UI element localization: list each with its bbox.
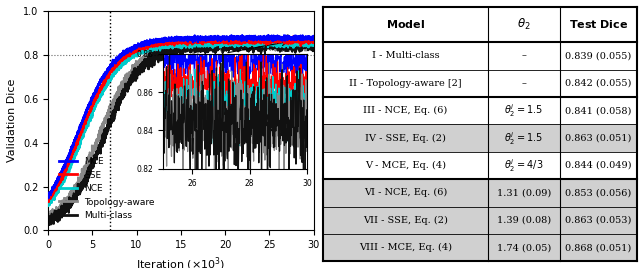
Text: I - Multi-class: I - Multi-class [372, 51, 439, 60]
Text: IV - SSE, Eq. (2): IV - SSE, Eq. (2) [365, 133, 446, 143]
Text: 0.868 (0.051): 0.868 (0.051) [565, 243, 632, 252]
Text: 0.841 (0.058): 0.841 (0.058) [565, 106, 632, 115]
Text: $\boldsymbol{\theta_2}$: $\boldsymbol{\theta_2}$ [517, 17, 531, 32]
Text: $\mathbf{Test\ Dice}$: $\mathbf{Test\ Dice}$ [569, 18, 628, 31]
Y-axis label: Validation Dice: Validation Dice [7, 79, 17, 162]
Bar [323, 179, 637, 207]
Bar [323, 207, 637, 234]
Text: –: – [522, 51, 526, 60]
Text: III - NCE, Eq. (6): III - NCE, Eq. (6) [364, 106, 447, 115]
Text: 1.74 (0.05): 1.74 (0.05) [497, 243, 551, 252]
Bar [323, 124, 637, 152]
Text: 1.39 (0.08): 1.39 (0.08) [497, 216, 551, 225]
Text: 0.839 (0.055): 0.839 (0.055) [565, 51, 632, 60]
Text: $\theta_2^i = 4/3$: $\theta_2^i = 4/3$ [504, 157, 543, 174]
Text: VI - NCE, Eq. (6): VI - NCE, Eq. (6) [364, 188, 447, 198]
Text: $\theta_2^i = 1.5$: $\theta_2^i = 1.5$ [504, 130, 543, 147]
Text: VII - SSE, Eq. (2): VII - SSE, Eq. (2) [363, 216, 448, 225]
Text: 0.863 (0.053): 0.863 (0.053) [565, 216, 632, 225]
Bar [323, 234, 637, 261]
Text: V - MCE, Eq. (4): V - MCE, Eq. (4) [365, 161, 446, 170]
Text: $\mathbf{Model}$: $\mathbf{Model}$ [386, 18, 425, 31]
Text: 0.842 (0.055): 0.842 (0.055) [565, 79, 632, 88]
Text: –: – [522, 79, 526, 88]
Legend: MCE, SSE, NCE, Topology-aware, Multi-class: MCE, SSE, NCE, Topology-aware, Multi-cla… [55, 154, 158, 224]
Text: II - Topology-aware [2]: II - Topology-aware [2] [349, 79, 462, 88]
Text: 1.31 (0.09): 1.31 (0.09) [497, 188, 551, 198]
Text: 0.863 (0.051): 0.863 (0.051) [565, 134, 632, 143]
Text: 0.844 (0.049): 0.844 (0.049) [565, 161, 632, 170]
Text: 0.853 (0.056): 0.853 (0.056) [565, 188, 632, 198]
X-axis label: Iteration ($\times$10$^3$): Iteration ($\times$10$^3$) [136, 256, 225, 268]
Text: VIII - MCE, Eq. (4): VIII - MCE, Eq. (4) [359, 243, 452, 252]
Text: $\theta_2^i = 1.5$: $\theta_2^i = 1.5$ [504, 102, 543, 119]
